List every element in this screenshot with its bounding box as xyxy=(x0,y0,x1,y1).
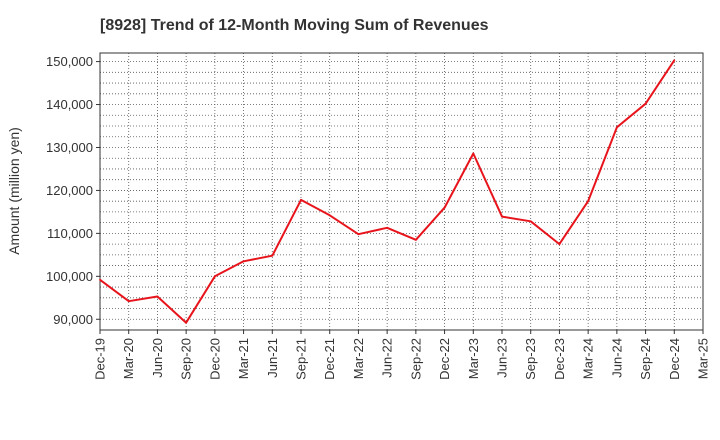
data-point xyxy=(501,215,503,218)
x-tick-label: Mar-21 xyxy=(236,338,251,379)
x-tick-label: Jun-23 xyxy=(495,338,510,378)
x-tick-label: Mar-25 xyxy=(696,338,711,379)
data-point xyxy=(558,243,561,246)
data-point xyxy=(443,206,446,209)
data-point xyxy=(587,200,590,203)
x-tick-label: Dec-21 xyxy=(322,338,337,380)
data-point xyxy=(414,238,417,241)
y-tick-label: 130,000 xyxy=(46,140,93,155)
y-tick-label: 150,000 xyxy=(46,54,93,69)
x-ticks: Dec-19 Mar-20 Jun-20 Sep-20 Dec-20 Mar-21 Jun-… xyxy=(93,330,711,380)
data-point xyxy=(328,214,331,217)
x-tick-label: Sep-22 xyxy=(408,338,423,380)
data-point xyxy=(386,226,389,229)
data-point xyxy=(644,102,647,105)
data-point xyxy=(357,233,360,236)
grid-lines xyxy=(99,53,704,330)
x-tick-label: Mar-23 xyxy=(466,338,481,379)
y-tick-label: 100,000 xyxy=(46,269,93,284)
x-tick-label: Jun-21 xyxy=(265,338,280,378)
data-point xyxy=(472,152,475,155)
data-point xyxy=(185,321,188,324)
x-tick-label: Sep-24 xyxy=(638,338,653,380)
x-tick-label: Jun-24 xyxy=(609,338,624,378)
x-tick-label: Dec-24 xyxy=(667,338,682,380)
y-tick-label: 90,000 xyxy=(53,312,93,327)
x-tick-label: Jun-22 xyxy=(380,338,395,378)
x-tick-label: Mar-24 xyxy=(581,338,596,379)
x-tick-label: Mar-20 xyxy=(121,338,136,379)
y-tick-label: 140,000 xyxy=(46,97,93,112)
data-point xyxy=(529,220,532,223)
x-tick-label: Jun-20 xyxy=(150,338,165,378)
data-point xyxy=(127,300,130,303)
y-tick-label: 110,000 xyxy=(47,226,93,241)
data-point xyxy=(99,278,101,281)
x-tick-label: Mar-22 xyxy=(351,338,366,379)
x-tick-label: Dec-20 xyxy=(207,338,222,380)
y-tick-label: 120,000 xyxy=(46,183,93,198)
series-group xyxy=(99,59,676,324)
data-point xyxy=(300,198,302,201)
x-tick-label: Sep-23 xyxy=(523,338,538,380)
data-point xyxy=(213,275,216,278)
x-tick-label: Sep-20 xyxy=(179,338,194,380)
data-point xyxy=(156,295,159,298)
plot-area-frame xyxy=(99,52,704,331)
data-point xyxy=(673,59,676,62)
data-point xyxy=(615,126,618,129)
data-point xyxy=(271,254,274,257)
x-tick-label: Dec-23 xyxy=(552,338,567,380)
y-ticks: 90,000 100,000 110,000 120,000 130,000 140,00… xyxy=(46,54,100,327)
chart-title: [8928] Trend of 12-Month Moving Sum of R… xyxy=(100,17,489,34)
x-tick-label: Dec-19 xyxy=(93,338,108,380)
y-axis-label: Amount (million yen) xyxy=(6,127,22,255)
x-tick-label: Sep-21 xyxy=(294,338,309,380)
data-point xyxy=(242,260,245,263)
x-tick-label: Dec-22 xyxy=(437,338,452,380)
